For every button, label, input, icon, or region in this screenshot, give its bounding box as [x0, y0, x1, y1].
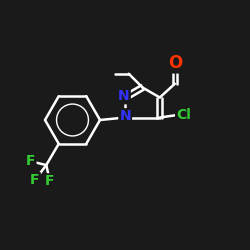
Text: O: O	[168, 54, 182, 72]
Text: N: N	[118, 89, 130, 103]
Text: F: F	[26, 154, 36, 168]
Text: N: N	[119, 109, 131, 123]
Text: F: F	[45, 174, 55, 188]
Text: F: F	[30, 173, 40, 187]
Text: Cl: Cl	[176, 108, 191, 122]
